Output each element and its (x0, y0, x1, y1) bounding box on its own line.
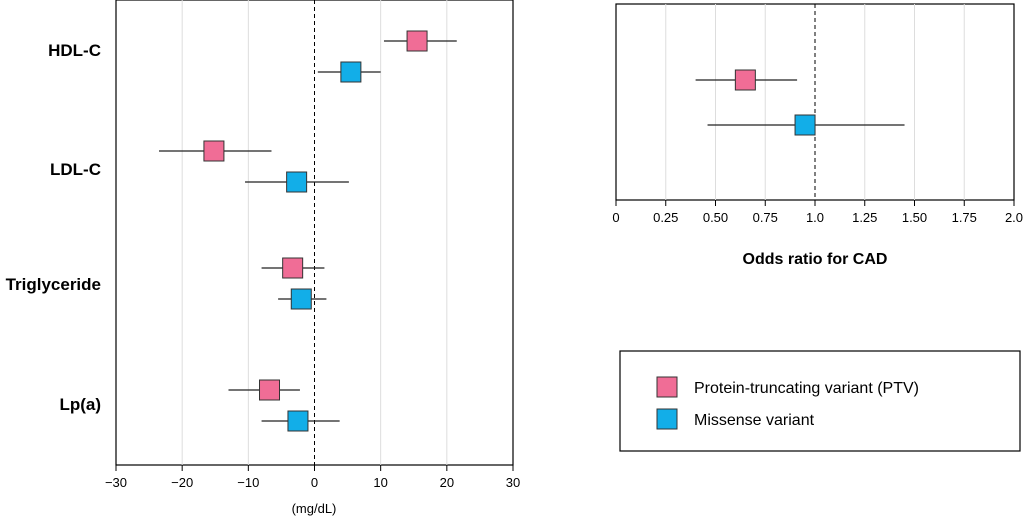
left-tick-label: 30 (506, 475, 520, 490)
missense-point-estimate (290, 288, 312, 310)
missense-point-estimate (287, 410, 309, 432)
left-tick-label: 20 (440, 475, 454, 490)
legend-item-ptv: Protein-truncating variant (PTV) (656, 376, 919, 398)
category-label: Triglyceride (6, 275, 101, 294)
ptv-point-estimate (282, 257, 304, 279)
legend-label-missense: Missense variant (694, 412, 815, 429)
left-tick-label: 10 (373, 475, 387, 490)
ptv-point-estimate (203, 140, 225, 162)
odds-ratio-x-axis-ticks: 0 0.25 0.50 0.75 1.0 1.25 1.50 1.75 2.0 (612, 200, 1023, 225)
left-tick-label: −30 (105, 475, 127, 490)
right-tick-label: 1.25 (852, 210, 877, 225)
right-tick-label: 1.0 (806, 210, 824, 225)
missense-point-estimate (340, 61, 362, 83)
left-tick-label: 0 (311, 475, 318, 490)
lipid-effect-panel: −30 −20 −10 0 10 20 30 HDL-C LDL-C Triglyceride L… (6, 0, 520, 516)
category-label: Lp(a) (59, 395, 101, 414)
lipid-category-labels: HDL-C LDL-C Triglyceride Lp(a) (6, 41, 101, 414)
missense-point-estimate (794, 114, 816, 136)
legend-item-missense: Missense variant (656, 408, 815, 430)
legend-label-ptv: Protein-truncating variant (PTV) (694, 380, 919, 397)
odds-ratio-series-marks (695, 69, 905, 136)
right-tick-label: 0 (612, 210, 619, 225)
right-tick-label: 2.0 (1005, 210, 1023, 225)
odds-ratio-panel: 0 0.25 0.50 0.75 1.0 1.25 1.50 1.75 2.0 Odds rat… (612, 3, 1023, 268)
left-tick-label: −20 (171, 475, 193, 490)
odds-ratio-x-axis-title: Odds ratio for CAD (743, 251, 888, 268)
legend-swatch-missense (656, 408, 678, 430)
left-tick-label: −10 (237, 475, 259, 490)
legend-box (619, 350, 1021, 452)
lipid-x-axis-ticks: −30 −20 −10 0 10 20 30 (105, 465, 520, 490)
missense-point-estimate (286, 171, 308, 193)
legend: Protein-truncating variant (PTV) Missens… (619, 350, 1021, 452)
ptv-point-estimate (259, 379, 281, 401)
right-tick-label: 1.75 (952, 210, 977, 225)
right-tick-label: 1.50 (902, 210, 927, 225)
right-tick-label: 0.75 (753, 210, 778, 225)
lipid-series-marks (159, 30, 457, 432)
ptv-point-estimate (734, 69, 756, 91)
right-tick-label: 0.50 (703, 210, 728, 225)
right-tick-label: 0.25 (653, 210, 678, 225)
legend-swatch-ptv (656, 376, 678, 398)
category-label: HDL-C (48, 41, 101, 60)
ptv-point-estimate (406, 30, 428, 52)
lipid-x-axis-title: (mg/dL) (292, 501, 337, 516)
lipid-gridlines (181, 0, 448, 465)
odds-ratio-gridlines (665, 4, 965, 200)
category-label: LDL-C (50, 160, 101, 179)
